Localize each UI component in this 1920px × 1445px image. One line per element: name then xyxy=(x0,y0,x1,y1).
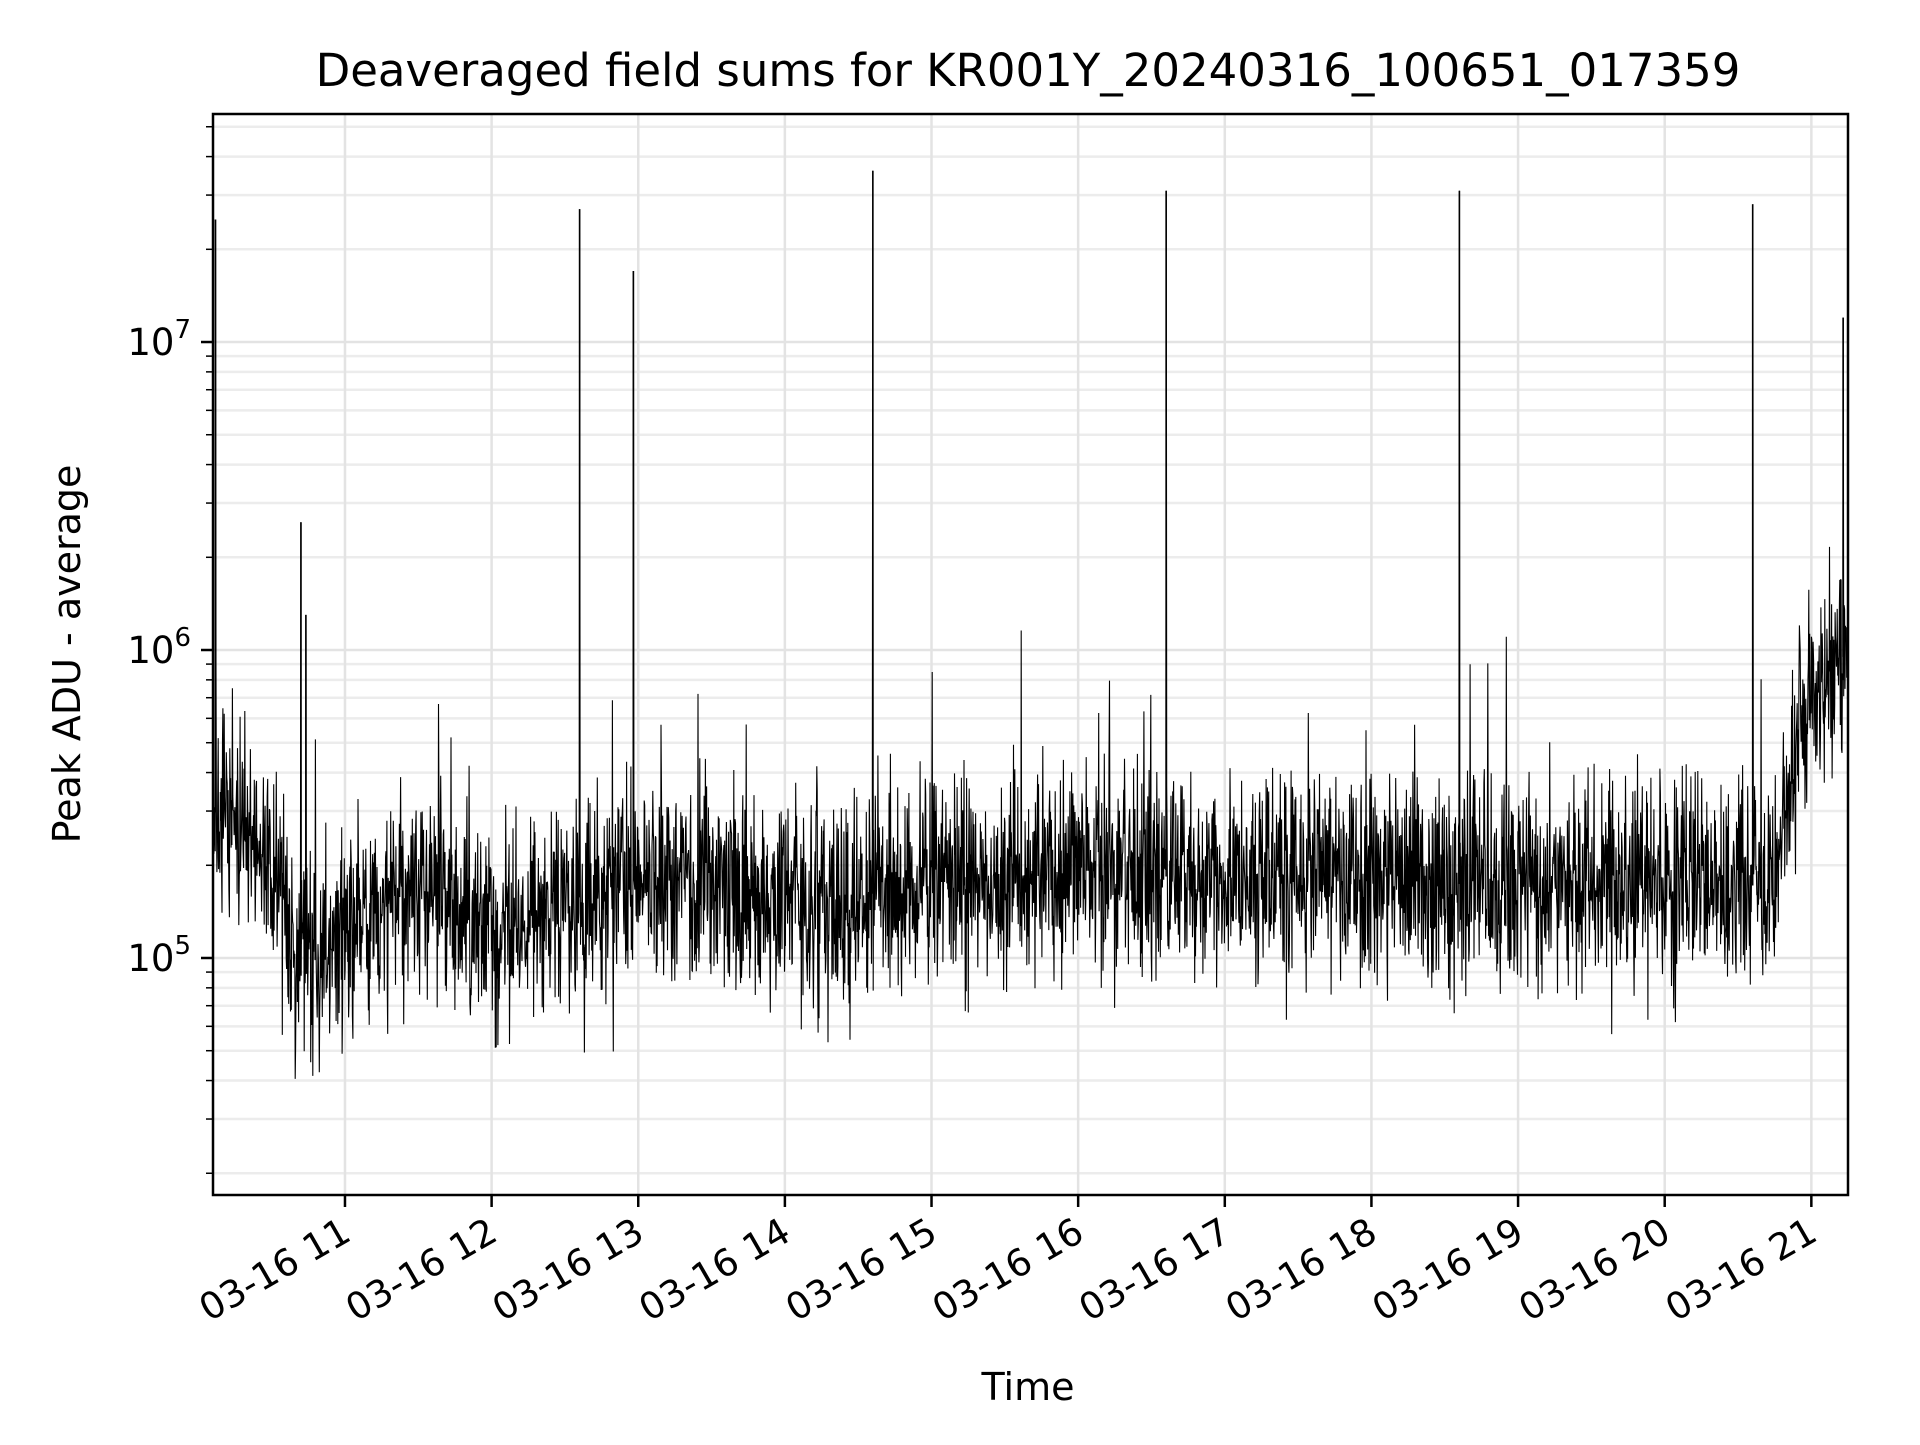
plot-frame xyxy=(211,112,1850,1197)
chart-title: Deaveraged field sums for KR001Y_2024031… xyxy=(316,44,1741,97)
y-axis-label: Peak ADU - average xyxy=(45,465,89,844)
series-layer xyxy=(212,170,1849,1079)
y-tick-label: 105 xyxy=(127,931,191,980)
y-tick-label: 106 xyxy=(127,623,191,672)
x-axis-label: Time xyxy=(981,1365,1075,1409)
series-line xyxy=(212,170,1849,1079)
y-tick-label: 107 xyxy=(127,315,191,364)
